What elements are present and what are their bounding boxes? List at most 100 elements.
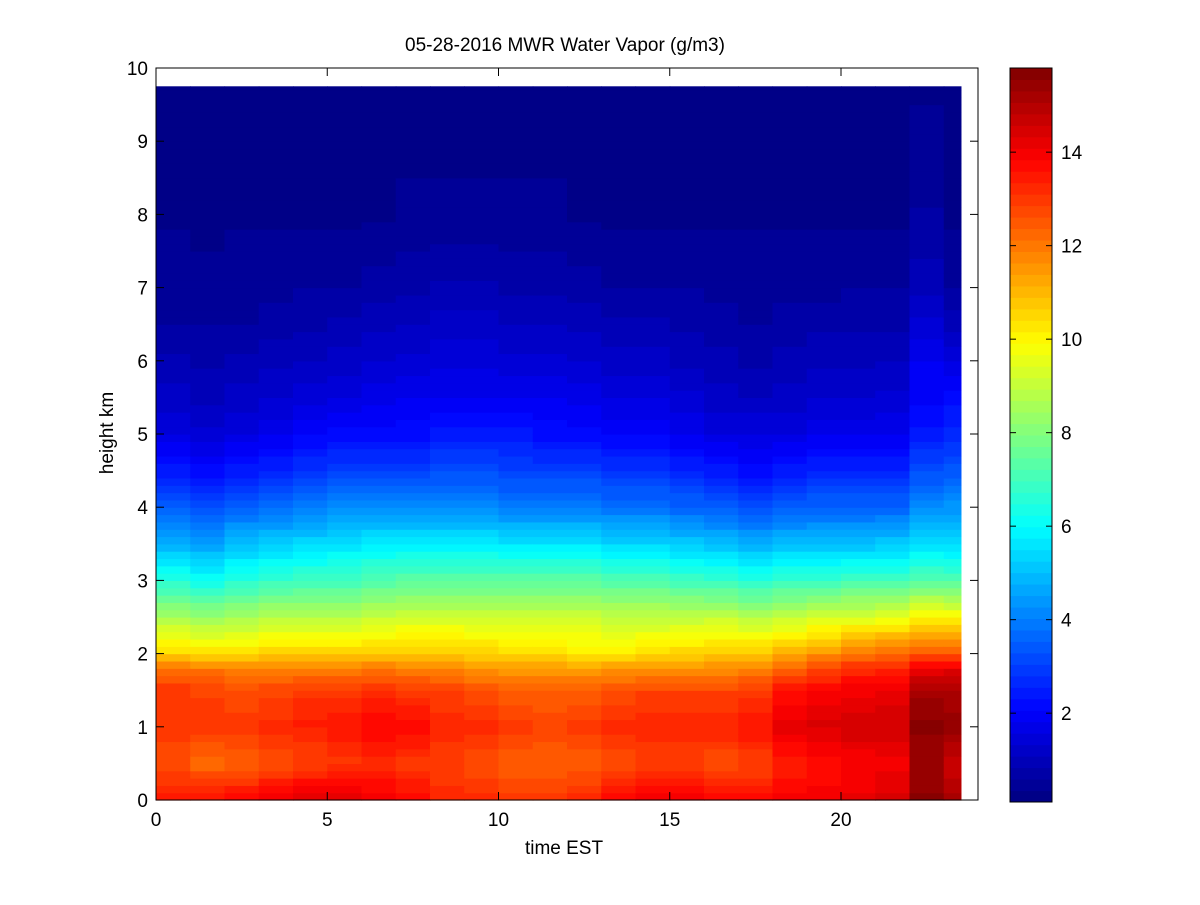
heatmap-cell: [772, 734, 808, 743]
heatmap-cell: [738, 455, 774, 464]
heatmap-cell: [395, 287, 431, 296]
heatmap-cell: [567, 624, 602, 633]
heatmap-cell: [841, 251, 876, 259]
heatmap-cell: [430, 338, 465, 347]
heatmap-cell: [430, 477, 465, 486]
heatmap-cell: [738, 609, 774, 618]
heatmap-cell: [635, 785, 671, 794]
heatmap-cell: [430, 514, 465, 523]
heatmap-cell: [601, 434, 637, 442]
heatmap-cell: [258, 426, 294, 435]
heatmap-cell: [943, 646, 962, 655]
heatmap-cell: [943, 617, 962, 625]
heatmap-cell: [293, 778, 328, 786]
heatmap-cell: [498, 587, 534, 596]
heatmap-cell: [635, 221, 671, 230]
heatmap-cell: [327, 543, 363, 552]
heatmap-cell: [327, 280, 363, 289]
heatmap-cell: [190, 294, 226, 303]
heatmap-cell: [327, 660, 363, 669]
heatmap-cell: [327, 763, 363, 772]
heatmap-cell: [567, 353, 602, 362]
heatmap-cell: [669, 792, 705, 801]
heatmap-cell: [635, 368, 671, 377]
heatmap-cell: [395, 529, 431, 538]
heatmap-cell: [704, 477, 739, 486]
heatmap-cell: [772, 287, 808, 296]
heatmap-cell: [430, 199, 465, 208]
heatmap-cell: [430, 748, 465, 757]
heatmap-cell: [635, 214, 671, 223]
heatmap-cell: [532, 595, 568, 603]
heatmap-cell: [601, 448, 637, 457]
heatmap-cell: [738, 338, 774, 347]
heatmap-cell: [327, 375, 363, 384]
heatmap-cell: [943, 624, 962, 633]
heatmap-cell: [669, 104, 705, 113]
heatmap-cell: [601, 682, 637, 691]
heatmap-cell: [567, 426, 602, 435]
heatmap-cell: [532, 792, 568, 801]
heatmap-cell: [430, 229, 465, 237]
heatmap-cell: [806, 719, 842, 728]
heatmap-cell: [156, 792, 191, 801]
heatmap-cell: [464, 536, 500, 545]
heatmap-cell: [601, 514, 637, 523]
heatmap-cell: [806, 324, 842, 333]
heatmap-cell: [875, 309, 911, 318]
heatmap-cell: [190, 675, 226, 684]
colorbar-band: [1010, 171, 1052, 184]
heatmap-cell: [943, 89, 962, 98]
heatmap-cell: [224, 792, 260, 801]
heatmap-cell: [156, 455, 191, 464]
heatmap-cell: [601, 477, 637, 486]
heatmap-cell: [464, 741, 500, 750]
heatmap-cell: [464, 265, 500, 274]
heatmap-cell: [601, 756, 637, 764]
heatmap-cell: [156, 148, 191, 157]
heatmap-cell: [532, 690, 568, 699]
heatmap-cell: [258, 170, 294, 179]
heatmap-cell: [772, 207, 808, 215]
heatmap-cell: [738, 119, 774, 128]
heatmap-cell: [395, 221, 431, 230]
heatmap-cell: [430, 294, 465, 303]
heatmap-cell: [430, 258, 465, 267]
heatmap-cell: [943, 331, 962, 340]
colorbar-band: [1010, 125, 1052, 138]
heatmap-cell: [704, 463, 739, 472]
heatmap-cell: [875, 521, 911, 530]
heatmap-cell: [464, 192, 500, 201]
heatmap-cell: [464, 331, 500, 340]
heatmap-cell: [498, 704, 534, 713]
heatmap-cell: [361, 792, 397, 801]
heatmap-cell: [943, 419, 962, 428]
x-tick-label: 5: [322, 810, 333, 831]
heatmap-cell: [669, 675, 705, 684]
colorbar-band: [1010, 549, 1052, 562]
heatmap-cell: [224, 375, 260, 384]
heatmap-cell: [806, 668, 842, 677]
heatmap-cell: [875, 199, 911, 208]
heatmap-cell: [156, 243, 191, 252]
heatmap-cell: [156, 704, 191, 713]
heatmap-cell: [430, 331, 465, 340]
heatmap-cell: [738, 89, 774, 98]
heatmap-cell: [875, 602, 911, 611]
heatmap-cell: [669, 170, 705, 179]
heatmap-cell: [224, 338, 260, 347]
heatmap-cell: [841, 785, 876, 794]
heatmap-cell: [772, 229, 808, 237]
heatmap-cell: [567, 609, 602, 618]
heatmap-cell: [875, 514, 911, 523]
heatmap-cell: [567, 470, 602, 479]
heatmap-cell: [532, 646, 568, 655]
heatmap-cell: [395, 185, 431, 194]
heatmap-cell: [875, 346, 911, 355]
heatmap-cell: [601, 741, 637, 750]
heatmap-cell: [909, 280, 945, 289]
heatmap-cell: [567, 185, 602, 194]
heatmap-cell: [841, 185, 876, 194]
heatmap-cell: [395, 324, 431, 333]
